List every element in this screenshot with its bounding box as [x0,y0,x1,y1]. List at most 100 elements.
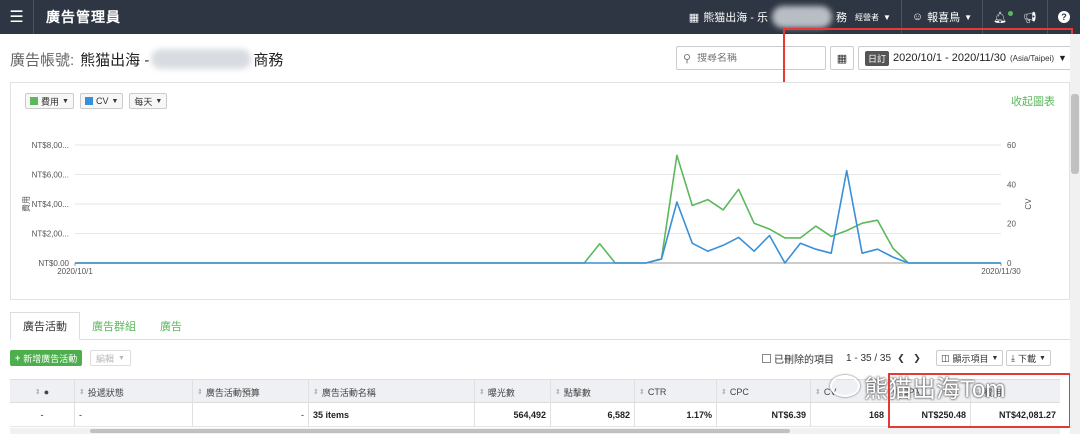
download-button[interactable]: ⤓ 下載 ▼ [1006,350,1051,366]
horizontal-scrollbar[interactable] [10,428,1060,434]
sort-icon: ⇕ [555,389,561,396]
header-impressions[interactable]: ⇕ 曝光數 [474,380,550,404]
summary-delivery: - [74,403,192,427]
header-delivery-status[interactable]: ⇕ 投遞狀態 [74,380,192,404]
line-chart: NT$0.00 NT$2,00... NT$4,00... NT$6,00... NT$… [21,141,1033,276]
header-ctr[interactable]: ⇕ CTR [634,380,716,404]
add-campaign-label: 新增廣告活動 [23,353,78,364]
account-name-suffix: 商務 [253,51,284,69]
chevron-down-icon: ▼ [882,12,891,22]
metric1-label: 費用 [41,96,60,107]
tab-campaigns[interactable]: 廣告活動 [10,312,80,340]
user-menu[interactable]: ☺ 報喜鳥 ▼ [900,0,982,34]
scrollbar-thumb[interactable] [90,429,790,433]
header-cpa[interactable]: ⇕ CPA [888,380,970,404]
chart-panel: 費用 ▼ CV ▼ 每天 ▼ 收起圖表 NT$0.00 NT$2,00... NT$… [10,82,1070,300]
edit-button[interactable]: 編輯 ▼ [90,350,131,366]
x-tick-label: 2020/11/30 [981,267,1021,276]
chevron-down-icon: ▼ [1039,354,1046,362]
header-cpc[interactable]: ⇕ CPC [716,380,810,404]
granularity-label: 每天 [134,96,153,107]
checkbox[interactable] [762,354,771,363]
search-box[interactable]: ⚲ [676,46,826,70]
account-header: 廣告帳號: 熊猫出海 - 商務 [10,46,283,72]
table-summary-row: - - - 35 items 564,492 6,582 1.17% NT$6.… [10,403,1060,427]
header-status-dot[interactable]: ⇕ ● [34,387,50,397]
left-tick-label: NT$4,00... [32,200,69,209]
chevron-down-icon: ▼ [111,97,119,105]
metric2-select[interactable]: CV ▼ [79,93,124,109]
search-input[interactable] [697,52,818,64]
header-clicks[interactable]: ⇕ 點擊數 [550,380,634,404]
calendar-button[interactable]: ▦ [830,46,854,70]
columns-label: 顯示項目 [952,353,989,364]
chevron-down-icon: ▼ [62,97,69,105]
help-icon: ? [1058,11,1070,23]
role-label: 經營者 [854,12,879,22]
sort-icon: ⇕ [639,389,645,396]
menu-icon[interactable]: ☰ [0,0,34,34]
tab-bar: 廣告活動 廣告群組 廣告 [10,312,1070,340]
granularity-select[interactable]: 每天 ▼ [129,93,168,109]
help-button[interactable]: ? [1047,0,1080,34]
tab-ad-groups[interactable]: 廣告群組 [92,321,136,333]
next-page-icon[interactable]: ❯ [913,352,921,363]
header-cost[interactable]: ⇕ 費用 [970,380,1060,404]
notifications-button[interactable]: 🔔︎ 📢︎ [982,0,1047,34]
redacted-area [151,49,252,69]
left-tick-label: NT$0.00 [38,259,69,268]
header-campaign-name[interactable]: ⇕ 廣告活動名稱 [308,380,474,404]
summary-clicks: 6,582 [550,403,634,427]
date-range-picker[interactable]: 日訂 2020/10/1 - 2020/11/30 (Asia/Taipei) … [858,46,1074,70]
tab-ads[interactable]: 廣告 [160,321,182,333]
chevron-down-icon: ▼ [991,354,999,362]
scrollbar-thumb[interactable] [1071,94,1079,174]
summary-name: 35 items [308,403,474,427]
sort-icon: ⇕ [975,389,981,396]
prev-page-icon[interactable]: ❮ [897,352,905,363]
show-deleted-label: 已刪除的項目 [774,355,834,366]
summary-ctr: 1.17% [634,403,716,427]
user-circle-icon: ☺ [911,11,924,23]
series-line-1 [75,154,1001,264]
sort-icon: ⇕ [197,389,203,396]
metric2-swatch [84,97,93,105]
redacted-area [771,6,832,28]
megaphone-icon[interactable]: 📢︎ [1023,11,1037,24]
edit-label: 編輯 [96,353,115,364]
series-line-2 [75,169,1001,264]
y-axis-label-right: CV [1024,198,1033,210]
campaign-table: ⇕ ● ⇕ 投遞狀態 ⇕ 廣告活動預算 ⇕ 廣告活動名稱 ⇕ 曝光數 ⇕ 點擊數 ⇕ CTR … [10,379,1060,427]
add-campaign-button[interactable]: + 新增廣告活動 [10,350,83,366]
columns-button[interactable]: ◫ 顯示項目 ▼ [936,350,1004,366]
chevron-down-icon: ▼ [1057,53,1067,63]
header-budget[interactable]: ⇕ 廣告活動預算 [192,380,308,404]
sort-icon: ⇕ [721,389,727,396]
search-icon: ⚲ [683,52,692,65]
sort-icon: ⇕ [479,389,485,396]
left-tick-label: NT$2,00... [32,230,69,239]
plus-icon: + [15,353,21,363]
summary-impressions: 564,492 [474,403,550,427]
header-cv[interactable]: ⇕ CV [810,380,888,404]
sort-icon: ⇕ [313,389,319,396]
y-axis-label-left: 費用 [21,196,31,212]
vertical-scrollbar[interactable] [1070,34,1080,434]
summary-cpa: NT$250.48 [888,403,970,427]
date-range-tag: 日訂 [865,50,890,66]
account-switcher[interactable]: ▦ 熊猫出海 - 乐 務 經營者 ▼ [679,0,901,34]
user-label: 報喜鳥 [927,12,961,24]
chevron-down-icon: ▼ [155,97,163,105]
notification-dot [1008,10,1014,16]
metric2-label: CV [95,96,109,106]
sort-icon: ⇕ [34,389,41,396]
left-tick-label: NT$8,00... [32,141,69,150]
table-header: ⇕ ● ⇕ 投遞狀態 ⇕ 廣告活動預算 ⇕ 廣告活動名稱 ⇕ 曝光數 ⇕ 點擊數 ⇕ CTR … [10,379,1060,404]
summary-budget: - [192,403,308,427]
show-deleted-checkbox[interactable]: 已刪除的項目 [762,351,834,366]
collapse-chart-link[interactable]: 收起圖表 [1011,96,1055,108]
left-tick-label: NT$6,00... [32,171,69,180]
metric1-swatch [30,97,38,105]
metric1-select[interactable]: 費用 ▼ [25,93,74,109]
chevron-down-icon: ▼ [118,354,125,362]
